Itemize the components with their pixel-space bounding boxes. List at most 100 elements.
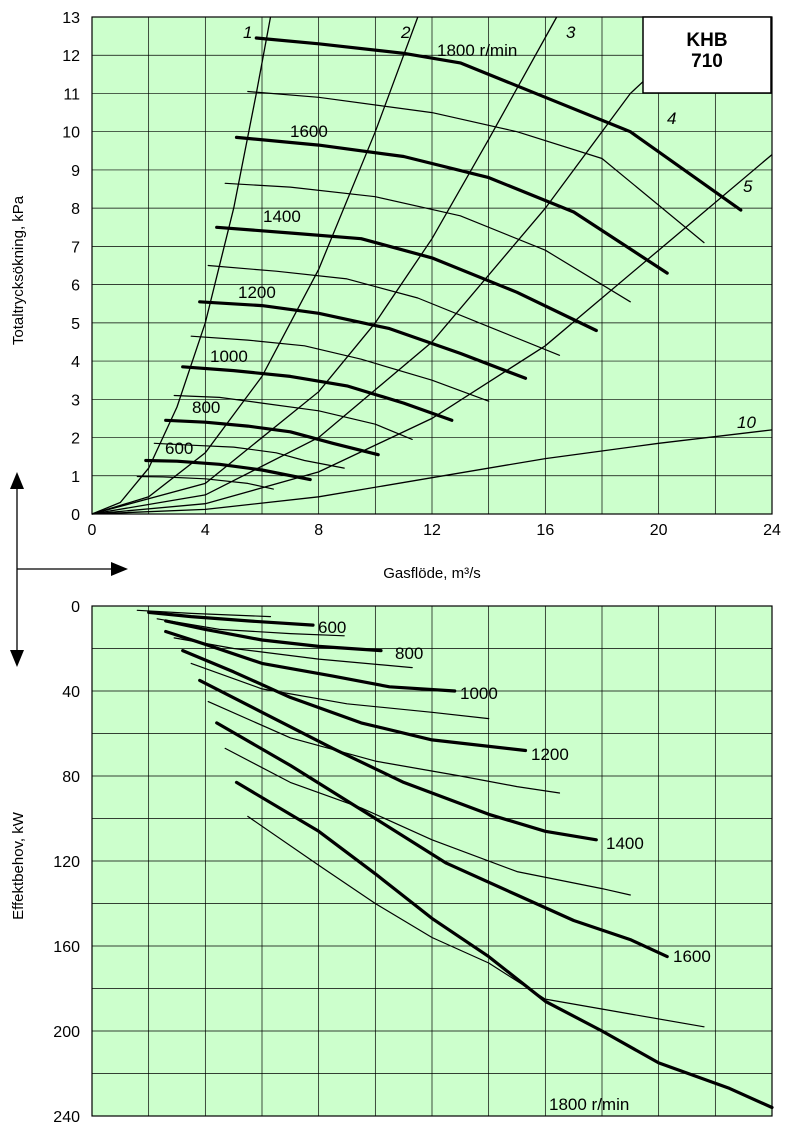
power-speed-label: 1800 r/min <box>549 1095 629 1114</box>
power-speed-label: 800 <box>395 644 423 663</box>
power-speed-label: 1600 <box>673 947 711 966</box>
system-curve-number: 4 <box>667 109 676 128</box>
y-tick-label: 6 <box>71 278 80 295</box>
speed-label: 1200 <box>238 283 276 302</box>
speed-curve-thin-9 <box>173 394 413 440</box>
system-curve-number: 5 <box>743 177 753 196</box>
system-curve-number: 10 <box>737 413 756 432</box>
y-tick-label: 240 <box>53 1109 80 1126</box>
arrow-up-icon <box>10 472 24 489</box>
model-label-box: KHB 710 <box>642 16 772 94</box>
system-curve-1 <box>91 16 272 515</box>
system-curve-10 <box>91 429 773 515</box>
speed-label: 1000 <box>210 347 248 366</box>
y-tick-label: 1 <box>71 469 80 486</box>
y-tick-label: 12 <box>62 48 80 65</box>
power-curve-1200 <box>181 649 528 753</box>
y-tick-label: 7 <box>71 239 80 256</box>
power-series <box>136 609 774 1110</box>
power-curve-thin-7 <box>190 662 490 720</box>
speed-label: 1800 r/min <box>437 41 517 60</box>
model-label-line-1: KHB <box>686 30 727 51</box>
y-tick-label: 13 <box>62 10 80 27</box>
y-tick-label: 9 <box>71 163 80 180</box>
y-tick-label: 8 <box>71 201 80 218</box>
speed-curve-1000 <box>181 365 454 422</box>
power-curve-thin-9 <box>207 701 561 794</box>
power-curve-1400 <box>198 678 598 842</box>
power-curve-1800 r/min <box>234 780 774 1110</box>
x-tick-label: 24 <box>763 522 781 539</box>
power-tick-labels: 0 40 80 120 160 200 240 <box>53 599 80 1126</box>
x-tick-label: 12 <box>423 522 441 539</box>
system-curve-5 <box>91 154 773 515</box>
power-y-axis-label: Effektbehov, kW <box>10 811 27 920</box>
y-tick-label: 10 <box>62 125 80 142</box>
power-curve-thin-13 <box>247 815 705 1028</box>
system-curve-number: 1 <box>243 23 252 42</box>
power-curve-thin-5 <box>173 637 413 669</box>
y-tick-label: 4 <box>71 354 80 371</box>
power-curve-600 <box>147 610 315 627</box>
power-curve-thin-11 <box>224 747 631 896</box>
arrow-right-icon <box>111 562 128 576</box>
y-tick-label: 5 <box>71 316 80 333</box>
power-curve-1600 <box>215 721 669 959</box>
model-label-line-2: 710 <box>691 51 723 72</box>
speed-label: 1400 <box>263 207 301 226</box>
power-speed-label: 1000 <box>460 684 498 703</box>
system-curve-number: 2 <box>400 23 411 42</box>
y-tick-label: 80 <box>62 769 80 786</box>
y-tick-label: 120 <box>53 854 80 871</box>
system-curve-2 <box>91 16 419 515</box>
pressure-plot-frame <box>91 16 773 515</box>
pressure-x-axis-label: Gasflöde, m³/s <box>383 565 481 582</box>
power-speed-label: 1200 <box>531 745 569 764</box>
power-curve-thin-1 <box>136 609 272 618</box>
pressure-series <box>136 36 743 490</box>
x-tick-label: 16 <box>536 522 554 539</box>
x-tick-label: 4 <box>201 522 210 539</box>
power-plot: 0 40 80 120 160 200 240 600 800 1000 1200 1400 1600… <box>10 599 774 1126</box>
power-speed-label: 1400 <box>606 834 644 853</box>
y-tick-label: 11 <box>63 86 80 103</box>
speed-curve-1200 <box>198 300 528 380</box>
power-curve-thin-3 <box>156 618 345 637</box>
y-tick-label: 0 <box>71 599 80 616</box>
speed-curve-thin-11 <box>153 442 345 469</box>
speed-curve-800 <box>164 418 380 457</box>
y-tick-label: 3 <box>71 392 80 409</box>
speed-label: 800 <box>192 398 220 417</box>
arrow-down-icon <box>10 650 24 667</box>
pressure-annotations: 1800 r/min 1600 1400 1200 1000 800 600 1 2 3 4 5 10 <box>165 23 756 458</box>
system-curve-3 <box>91 16 558 515</box>
speed-curve-1400 <box>215 225 598 333</box>
speed-label: 600 <box>165 439 193 458</box>
speed-curve-600 <box>144 458 312 482</box>
power-speed-label: 600 <box>318 618 346 637</box>
power-plot-frame <box>91 605 773 1117</box>
speed-curve-thin-13 <box>136 475 274 490</box>
y-tick-label: 160 <box>53 939 80 956</box>
speed-curve-thin-3 <box>224 182 631 303</box>
pressure-y-axis-label: Totaltrycksökning, kPa <box>10 195 27 345</box>
axis-direction-arrows <box>10 472 128 667</box>
power-curve-800 <box>164 619 383 653</box>
x-tick-label: 8 <box>314 522 323 539</box>
y-tick-label: 2 <box>71 431 80 448</box>
power-annotations: 600 800 1000 1200 1400 1600 1800 r/min <box>318 618 711 1114</box>
x-tick-label: 0 <box>88 522 97 539</box>
system-curve-number: 3 <box>566 23 576 42</box>
speed-curve-thin-5 <box>207 264 561 356</box>
speed-curve-thin-7 <box>190 335 490 402</box>
speed-curve-thin-1 <box>247 90 705 244</box>
y-tick-label: 40 <box>62 684 80 701</box>
x-tick-label: 20 <box>650 522 668 539</box>
speed-curve-1600 <box>234 135 669 275</box>
y-tick-label: 200 <box>53 1024 80 1041</box>
speed-label: 1600 <box>290 122 328 141</box>
speed-curve-1800 r/min <box>254 36 743 212</box>
